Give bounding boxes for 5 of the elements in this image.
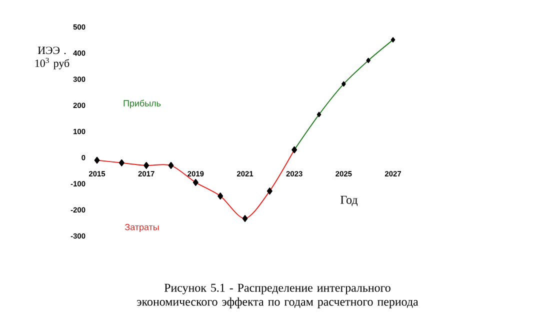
x-axis-title: Год [340,196,358,206]
y-axis-title: ИЭЭ . 10$^{3}$ руб [35,46,70,70]
text: Прибыль [124,100,161,108]
text: Рисунок 5.1 - Распределение интегрального экономического эффекта по годам расчетного периода [137,284,418,308]
text: Затраты [124,224,159,232]
